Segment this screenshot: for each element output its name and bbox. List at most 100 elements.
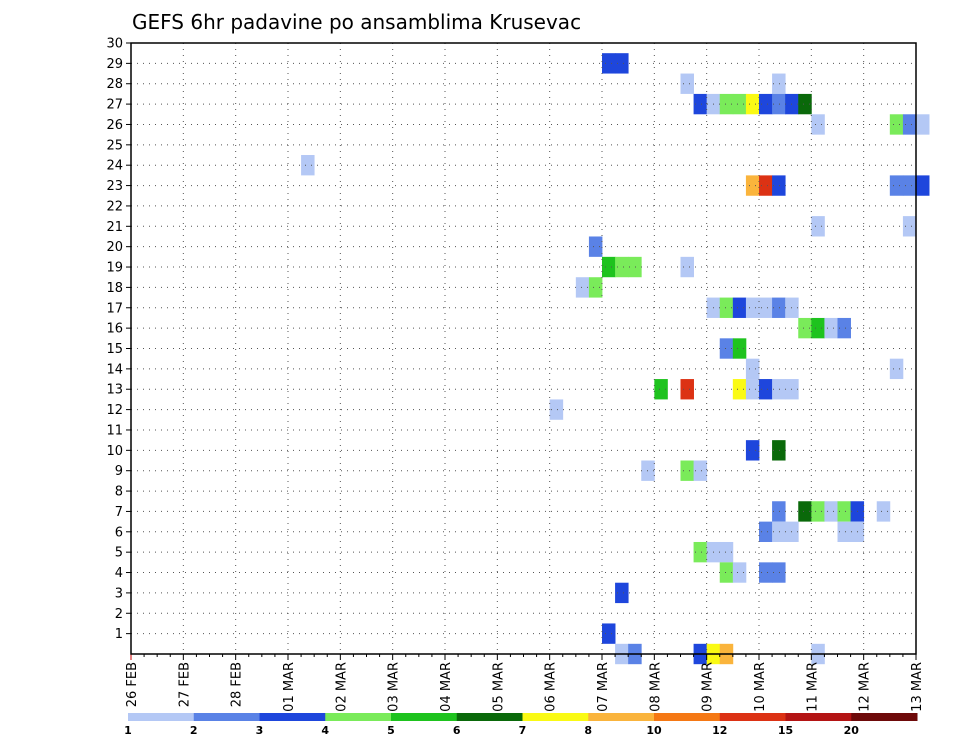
colorbar-swatch-2: [259, 713, 326, 721]
cell-m17-d11-s3: [745, 297, 760, 318]
colorbar-label-10: 15: [778, 724, 793, 737]
cell-m26-d15-s0: [916, 114, 930, 135]
y-tick-label-24: 24: [106, 159, 123, 174]
cell-m6-d12-s0: [759, 521, 773, 542]
y-tick-label-1: 1: [115, 627, 123, 642]
x-tick-label-4: 02 MAR: [334, 662, 349, 712]
cell-m19-d10-s2: [680, 256, 694, 278]
cell-m16-d13-s1: [824, 317, 838, 339]
cell-m7-d12-s3: [798, 501, 812, 522]
cell-m7-d14-s1: [876, 501, 891, 522]
y-tick-label-11: 11: [106, 423, 123, 438]
y-tick-label-7: 7: [115, 505, 123, 520]
y-tick-label-27: 27: [106, 98, 123, 113]
cell-m7-d12-s1: [772, 501, 786, 522]
cell-m19-d9-s1: [615, 256, 629, 278]
colorbar-label-4: 5: [387, 724, 395, 737]
cell-m7-d13-s0: [811, 501, 825, 522]
cell-m27-d11-s1: [719, 93, 734, 115]
y-tick-label-20: 20: [106, 240, 123, 255]
colorbar-label-5: 6: [453, 724, 461, 737]
cell-m27-d12-s1: [772, 93, 786, 115]
colorbar-swatch-8: [654, 713, 721, 721]
cell-m28-d12-s1: [772, 73, 786, 94]
heatmap-cells: [301, 53, 930, 665]
x-tick-label-5: 03 MAR: [387, 662, 402, 712]
cell-m27-d10-s3: [693, 93, 708, 115]
cell-m5-d10-s3: [693, 541, 708, 563]
x-tick-label-10: 08 MAR: [648, 662, 663, 712]
cell-m7-d13-s2: [837, 501, 851, 522]
x-tick-label-14: 12 MAR: [858, 662, 873, 712]
colorbar-label-11: 20: [844, 724, 860, 737]
cell-m24-d3-s1: [301, 155, 315, 176]
cell-m27-d11-s2: [732, 93, 747, 115]
colorbar-legend: 1 2 3 4 5 6 7 8 10 12 15 20: [124, 713, 918, 737]
cell-m1-d9-s0: [602, 623, 616, 644]
colorbar-swatch-5: [456, 713, 523, 721]
x-tick-label-15: 13 MAR: [910, 662, 925, 712]
colorbar-label-1: 2: [190, 724, 198, 737]
cell-m14-d14-s2: [889, 358, 904, 380]
cell-m5-d11-s1: [719, 541, 734, 563]
y-tick-label-21: 21: [106, 220, 123, 235]
cell-m12-d8-s0: [549, 399, 564, 420]
cell-m27-d11-s3: [745, 93, 760, 115]
cell-m19-d9-s0: [602, 256, 616, 278]
cell-m26-d14-s3: [902, 114, 917, 135]
grid-lines: [131, 43, 916, 654]
colorbar-label-9: 12: [712, 724, 727, 737]
cell-m27-d12-s3: [798, 93, 812, 115]
colorbar-swatch-7: [588, 713, 655, 721]
x-tick-label-0: 26 FEB: [125, 662, 140, 707]
cell-m26-d13-s0: [811, 114, 825, 135]
cell-m19-d9-s2: [628, 256, 642, 278]
chart-title: GEFS 6hr padavine po ansamblima Krusevac: [132, 10, 581, 34]
cell-m3-d9-s1: [615, 582, 629, 604]
y-tick-label-15: 15: [106, 342, 123, 357]
cell-m18-d8-s2: [575, 277, 590, 298]
cell-m6-d13-s2: [837, 521, 851, 542]
colorbar-label-7: 8: [584, 724, 592, 737]
cell-m9-d10-s3: [693, 460, 708, 481]
cell-m23-d12-s0: [759, 175, 773, 196]
cell-m23-d14-s2: [889, 175, 904, 196]
cell-m4-d12-s1: [772, 562, 786, 583]
colorbar-label-2: 3: [256, 724, 264, 737]
y-tick-label-14: 14: [106, 362, 123, 377]
y-tick-label-2: 2: [115, 607, 123, 622]
cell-m16-d13-s2: [837, 317, 851, 339]
cell-m21-d13-s0: [811, 216, 825, 237]
x-tick-label-8: 06 MAR: [544, 662, 559, 712]
cell-m18-d8-s3: [588, 277, 603, 298]
cell-m9-d10-s2: [680, 460, 694, 481]
cell-m17-d11-s1: [719, 297, 734, 318]
cell-m21-d14-s3: [902, 216, 917, 237]
y-tick-label-23: 23: [106, 179, 123, 194]
cell-m14-d11-s3: [745, 358, 760, 380]
cell-m4-d11-s2: [732, 562, 747, 583]
y-tick-label-25: 25: [106, 138, 123, 153]
y-tick-label-17: 17: [106, 301, 123, 316]
y-tick-label-8: 8: [115, 485, 123, 500]
cell-m4-d11-s1: [719, 562, 734, 583]
y-tick-label-29: 29: [106, 57, 123, 72]
cell-m4-d12-s0: [759, 562, 773, 583]
cell-m29-d9-s1: [615, 53, 629, 74]
cell-m16-d13-s0: [811, 317, 825, 339]
cell-m23-d11-s3: [745, 175, 760, 196]
y-tick-label-13: 13: [106, 383, 123, 398]
y-tick-label-18: 18: [106, 281, 123, 296]
cell-m17-d11-s2: [732, 297, 747, 318]
cell-m10-d12-s1: [772, 440, 786, 461]
y-tick-label-28: 28: [106, 77, 123, 92]
colorbar-swatch-10: [785, 713, 852, 721]
cell-m23-d15-s0: [916, 175, 930, 196]
y-tick-label-10: 10: [106, 444, 123, 459]
cell-m13-d10-s0: [654, 379, 668, 400]
y-tick-label-30: 30: [106, 37, 123, 52]
cell-m26-d14-s2: [889, 114, 904, 135]
x-axis: 26 FEB 27 FEB 28 FEB 01 MAR 02 MAR 03 MAR 04 M…: [125, 654, 925, 712]
y-tick-label-9: 9: [115, 464, 123, 479]
